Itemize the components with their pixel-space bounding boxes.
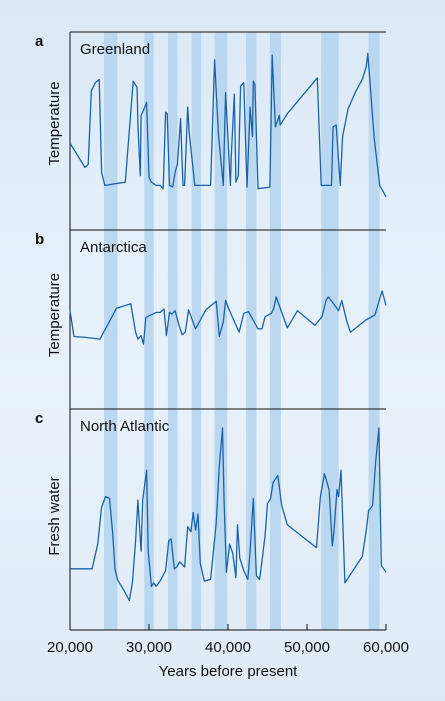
panel-letter-a: a (35, 33, 44, 50)
x-tick-label-3: 50,000 (284, 639, 330, 656)
shaded-band-2 (144, 32, 154, 630)
y-axis-label-c: Fresh water (46, 476, 63, 555)
shaded-band-6 (246, 32, 257, 630)
panel-letter-b: b (35, 231, 44, 248)
shaded-band-1 (103, 32, 118, 630)
shaded-band-3 (167, 32, 178, 630)
y-axis-label-b: Temperature (46, 273, 63, 357)
x-tick-label-1: 30,000 (126, 639, 172, 656)
shaded-band-7 (269, 32, 281, 630)
series-line-c (70, 427, 387, 602)
panel-title-a: Greenland (80, 41, 150, 58)
x-tick-label-4: 60,000 (363, 639, 409, 656)
shaded-band-9 (368, 32, 380, 630)
x-tick-label-0: 20,000 (47, 639, 93, 656)
y-axis-label-a: Temperature (46, 81, 63, 165)
x-tick-label-2: 40,000 (205, 639, 251, 656)
panel-title-c: North Atlantic (80, 418, 170, 435)
panel-letter-c: c (35, 410, 43, 427)
x-axis-label: Years before present (159, 663, 299, 680)
series-line-b (69, 290, 387, 345)
panel-title-b: Antarctica (80, 239, 147, 256)
shaded-band-4 (191, 32, 202, 630)
shaded-band-8 (321, 32, 339, 630)
series-line-a (69, 52, 387, 198)
